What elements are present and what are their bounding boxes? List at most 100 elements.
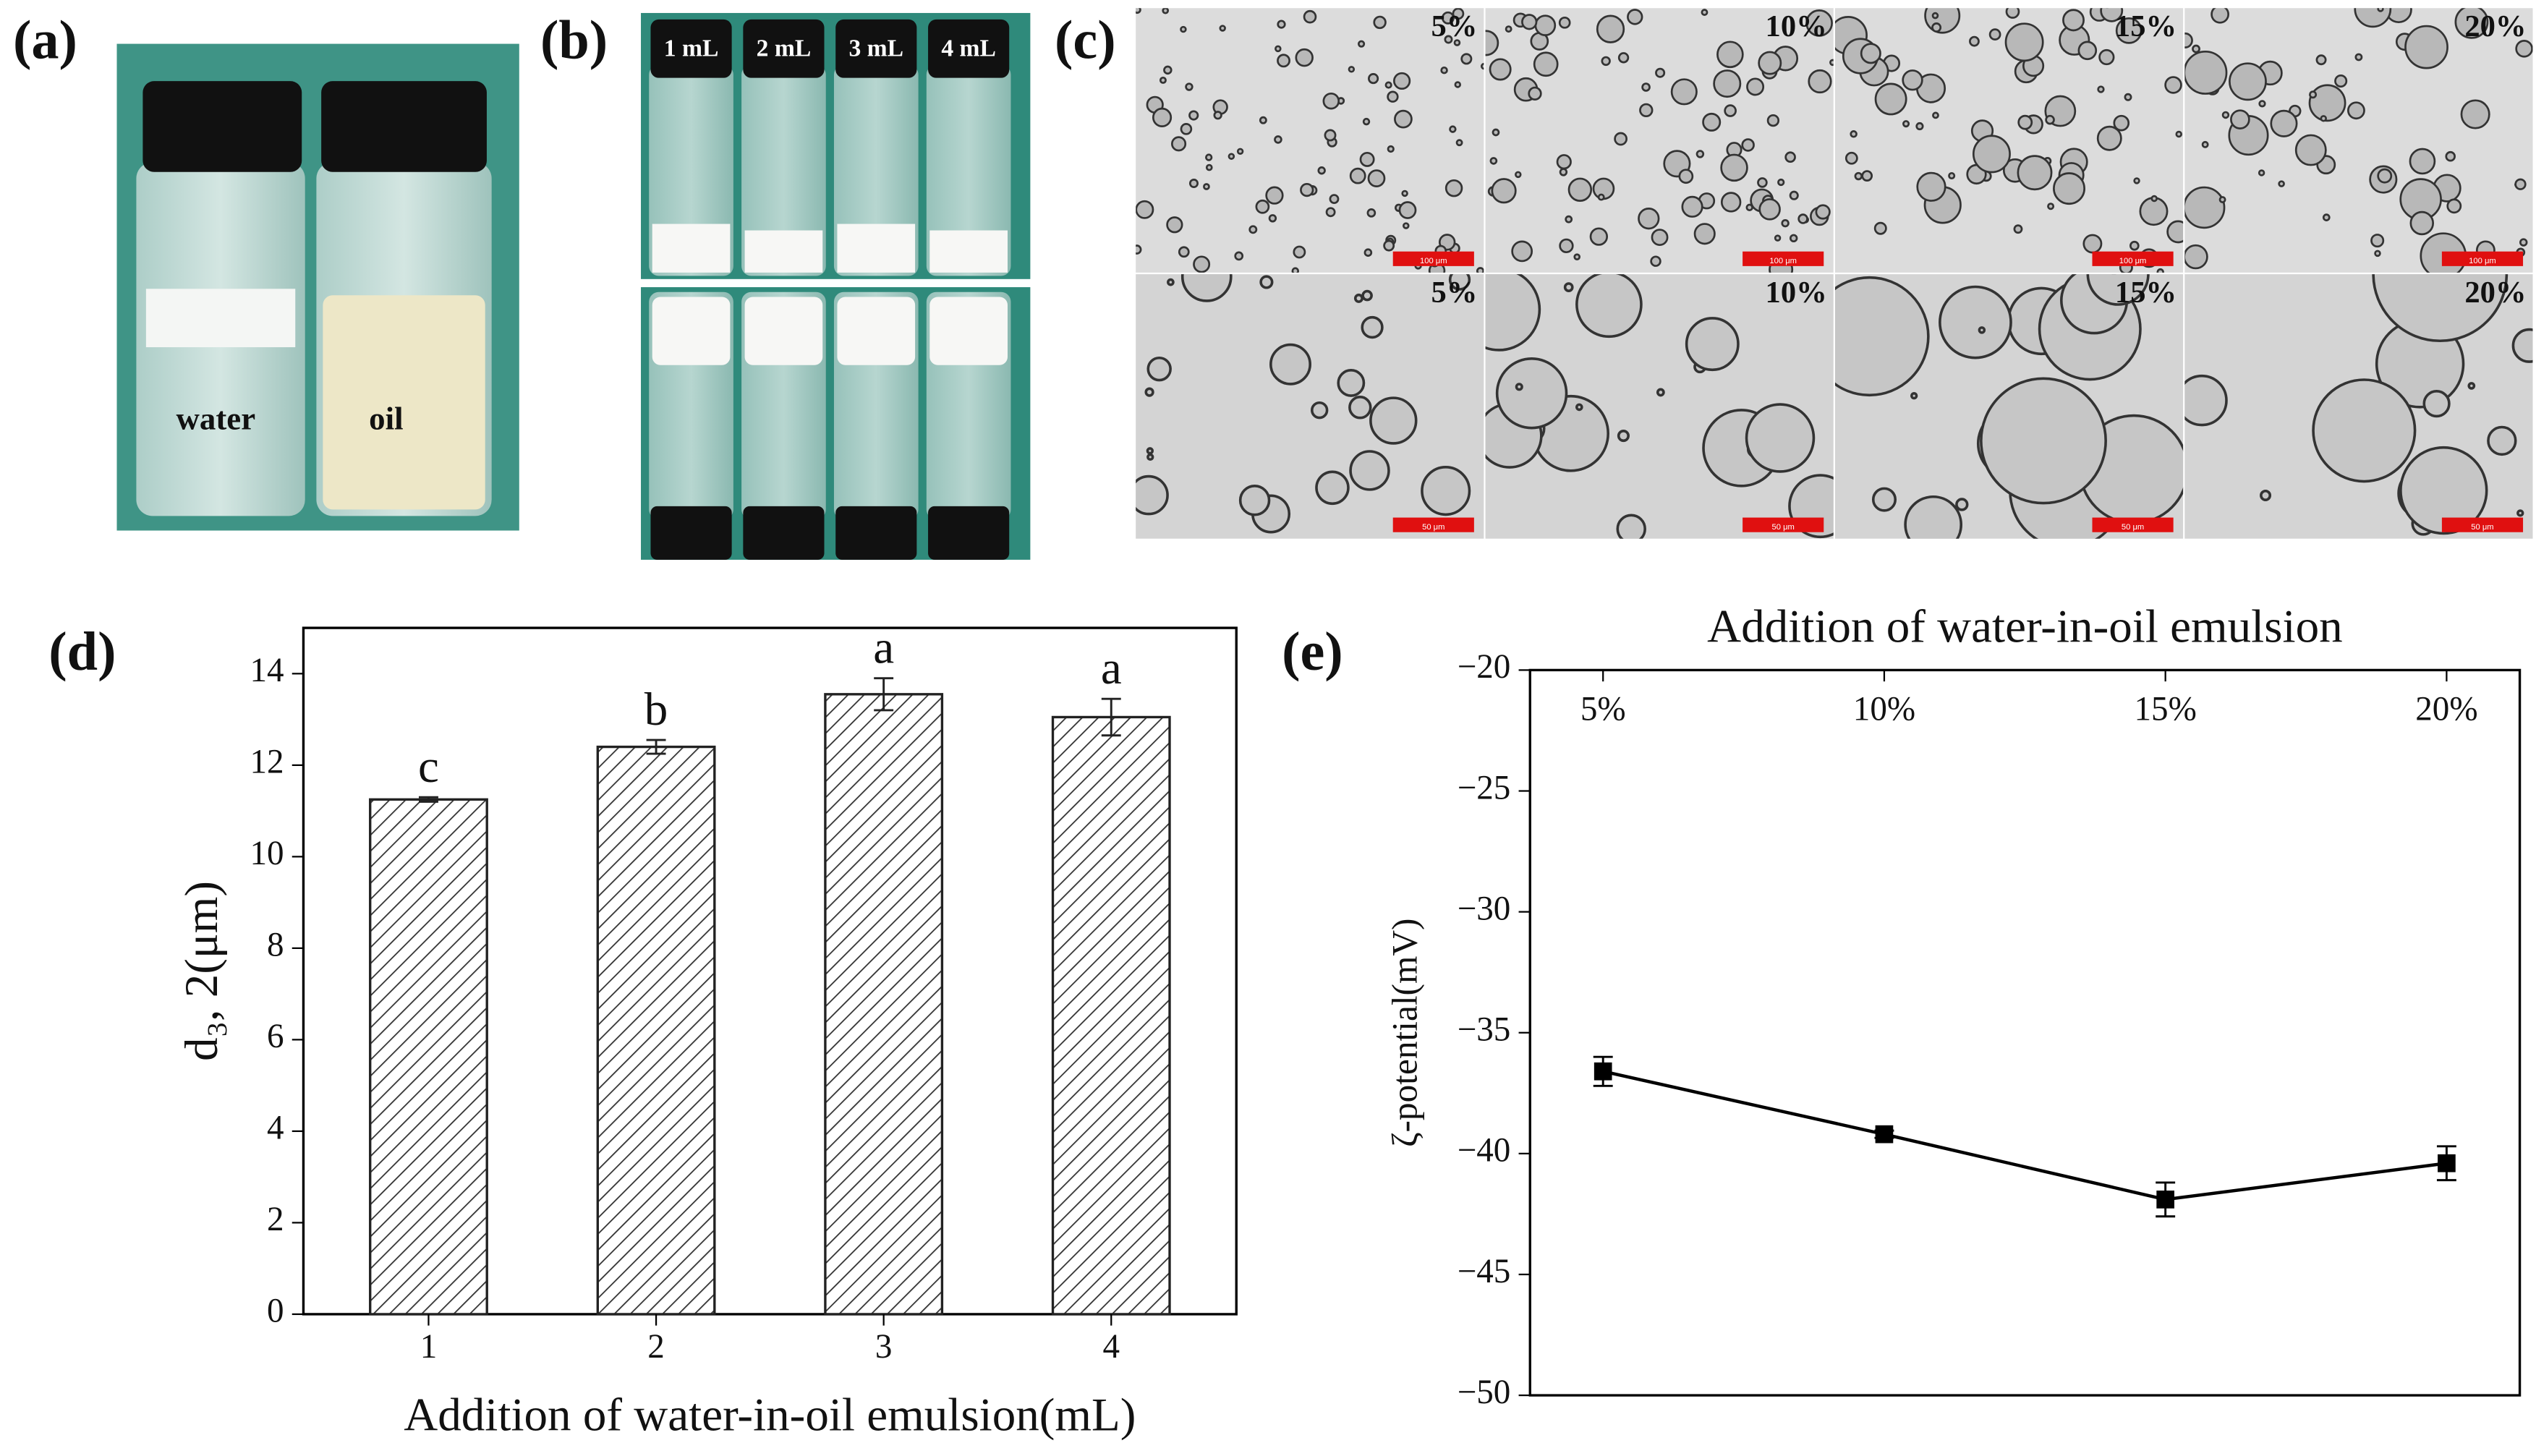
droplet bbox=[1188, 110, 1199, 121]
droplet bbox=[1268, 214, 1277, 223]
droplet bbox=[1980, 377, 2107, 505]
cap bbox=[928, 506, 1010, 560]
sediment bbox=[929, 230, 1008, 273]
cream bbox=[837, 297, 916, 365]
droplet bbox=[1295, 48, 1314, 67]
droplet bbox=[1521, 14, 1538, 30]
vial bbox=[649, 64, 733, 276]
droplet bbox=[2229, 62, 2267, 101]
y-tick-label: 4 bbox=[267, 1110, 284, 1147]
droplet bbox=[1670, 78, 1698, 106]
error-bar bbox=[1101, 697, 1121, 737]
droplet bbox=[1455, 139, 1463, 147]
droplet bbox=[1448, 274, 1471, 291]
droplet bbox=[1363, 248, 1373, 257]
droplet bbox=[2446, 198, 2462, 214]
droplet bbox=[1163, 65, 1173, 75]
droplet bbox=[1136, 244, 1142, 255]
droplet bbox=[1178, 246, 1190, 258]
droplet bbox=[1152, 107, 1173, 127]
significance-label: a bbox=[1101, 642, 1122, 694]
droplet bbox=[1193, 255, 1211, 273]
droplet bbox=[1650, 255, 1661, 267]
droplet bbox=[2320, 115, 2327, 122]
droplet bbox=[1205, 163, 1213, 171]
y-tick-label: 12 bbox=[250, 744, 284, 781]
y-axis-label: d₃, 2(μm) bbox=[176, 881, 228, 1061]
droplet bbox=[1861, 170, 1873, 182]
droplet bbox=[1528, 86, 1542, 101]
droplet bbox=[1638, 208, 1660, 230]
x-axis-label: Addition of water-in-oil emulsion bbox=[1707, 601, 2342, 653]
droplet bbox=[2017, 155, 2053, 191]
droplet bbox=[1758, 51, 1782, 75]
droplet bbox=[1227, 153, 1235, 160]
y-tick-label: 8 bbox=[267, 927, 284, 964]
sediment bbox=[744, 230, 823, 273]
droplet bbox=[1724, 104, 1737, 117]
x-tick-label: 5% bbox=[1580, 691, 1626, 728]
y-tick-label: −50 bbox=[1458, 1374, 1511, 1411]
panel-label: (b) bbox=[540, 9, 608, 70]
droplet bbox=[1213, 111, 1222, 120]
droplet bbox=[2294, 134, 2327, 166]
droplet bbox=[2124, 93, 2132, 101]
droplet bbox=[2100, 8, 2124, 22]
droplet bbox=[1860, 43, 1881, 64]
droplet bbox=[1777, 178, 1785, 187]
droplet bbox=[1805, 9, 1833, 37]
droplet bbox=[1641, 82, 1651, 92]
droplet bbox=[1234, 251, 1244, 261]
droplet bbox=[2218, 196, 2226, 203]
droplet bbox=[1873, 221, 1887, 235]
scale-bar-label: 50 μm bbox=[2471, 523, 2493, 532]
marker bbox=[2156, 1191, 2175, 1209]
droplet bbox=[1291, 267, 1300, 273]
droplet bbox=[2454, 8, 2489, 39]
droplet bbox=[1136, 8, 1141, 14]
droplet bbox=[2372, 274, 2509, 343]
droplet bbox=[1720, 192, 1742, 213]
droplet bbox=[1368, 73, 1379, 85]
panel-label: (d) bbox=[48, 621, 116, 682]
droplet bbox=[1159, 76, 1167, 84]
sediment bbox=[652, 223, 731, 273]
droplet bbox=[2004, 22, 2044, 62]
droplet bbox=[1274, 135, 1282, 144]
droplet bbox=[1362, 117, 1371, 126]
line bbox=[1602, 1070, 2447, 1201]
scale-bar-label: 100 μm bbox=[2119, 257, 2147, 265]
column-label: 15% bbox=[2115, 276, 2177, 310]
droplet bbox=[1766, 114, 1780, 127]
droplet bbox=[1325, 207, 1336, 218]
scale-bar-label: 100 μm bbox=[1769, 257, 1797, 265]
marker bbox=[2438, 1154, 2456, 1172]
droplet bbox=[1904, 495, 1963, 539]
droplet bbox=[2045, 114, 2055, 125]
droplet bbox=[2514, 178, 2527, 190]
droplet bbox=[1784, 151, 1796, 163]
photo-a: water oil bbox=[116, 43, 519, 531]
droplet bbox=[1359, 151, 1375, 167]
droplet bbox=[1639, 103, 1654, 118]
droplet bbox=[1180, 274, 1233, 302]
droplet bbox=[1180, 25, 1187, 33]
droplet bbox=[2422, 390, 2451, 418]
droplet bbox=[1146, 453, 1154, 461]
droplet bbox=[1219, 25, 1226, 32]
droplet bbox=[1563, 282, 1574, 292]
droplet bbox=[1556, 154, 1572, 170]
droplet bbox=[1277, 20, 1286, 29]
droplet bbox=[1939, 285, 2012, 359]
droplet bbox=[1614, 132, 1627, 146]
droplet bbox=[1774, 234, 1782, 242]
droplet bbox=[2047, 203, 2055, 210]
droplet bbox=[1269, 343, 1311, 386]
droplet bbox=[1656, 388, 1665, 397]
droplet bbox=[1916, 171, 1946, 202]
scale-bar bbox=[1743, 251, 1824, 266]
droplet bbox=[1515, 171, 1522, 179]
droplet bbox=[1789, 190, 1799, 200]
droplet bbox=[1789, 234, 1798, 243]
